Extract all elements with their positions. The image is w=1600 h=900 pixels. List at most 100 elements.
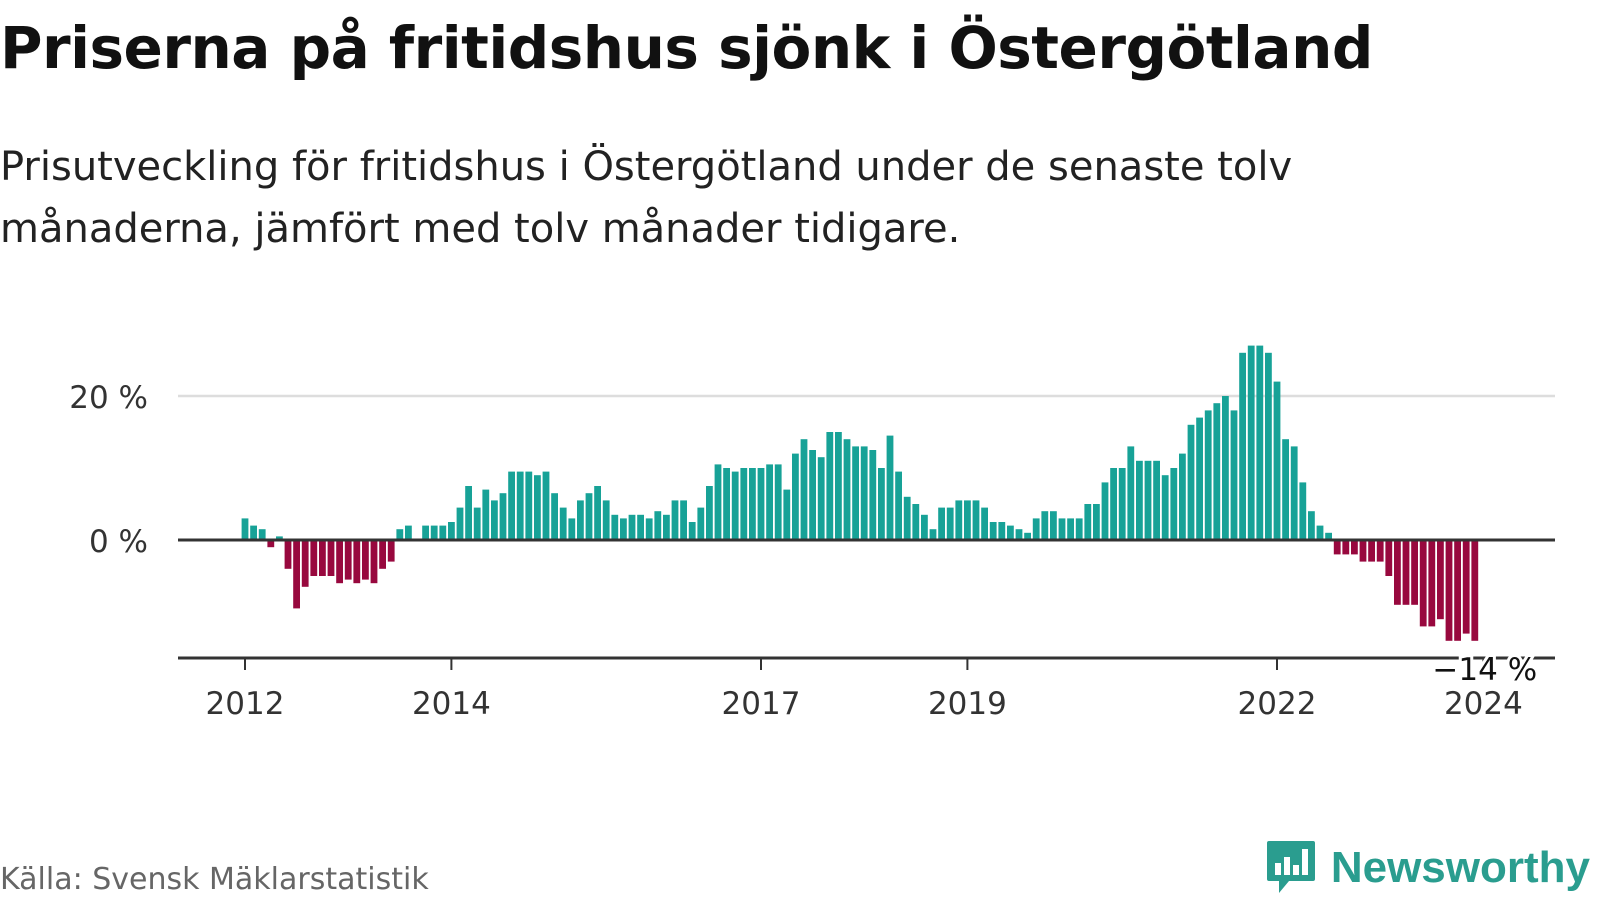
bar <box>1282 439 1289 540</box>
bar <box>1179 453 1186 540</box>
bar <box>835 432 842 540</box>
bar <box>1187 424 1195 540</box>
bar <box>1230 410 1238 540</box>
bars <box>241 345 1479 641</box>
bar <box>1101 482 1109 540</box>
bar <box>327 540 335 576</box>
bar <box>473 507 481 540</box>
bar <box>1316 525 1324 540</box>
bar <box>1368 540 1375 562</box>
bar <box>1247 345 1255 540</box>
bar <box>955 500 963 540</box>
bar <box>620 518 627 540</box>
bar <box>559 507 567 540</box>
bar <box>981 507 988 540</box>
x-tick-label: 2012 <box>206 686 285 722</box>
bar <box>929 529 937 540</box>
bar <box>241 518 249 540</box>
bar <box>860 446 868 540</box>
brand-logo[interactable]: Newsworthy <box>1265 841 1590 894</box>
bar <box>1136 460 1143 540</box>
bar <box>1273 381 1281 540</box>
bar <box>1050 511 1057 540</box>
bar <box>276 536 283 540</box>
bar <box>654 511 662 540</box>
bar <box>1342 540 1350 555</box>
chart-subtitle: Prisutveckling för fritidshus i Östergöt… <box>0 144 1293 252</box>
bar <box>396 529 404 540</box>
bar <box>714 464 722 540</box>
bar <box>1394 540 1401 605</box>
bar <box>869 450 877 540</box>
bar <box>749 468 756 540</box>
bar <box>671 500 679 540</box>
bar <box>886 435 894 540</box>
x-tick-label: 2014 <box>412 686 491 722</box>
bar <box>499 493 507 540</box>
bar <box>1161 475 1169 540</box>
bar <box>1471 540 1479 641</box>
bar <box>964 500 971 540</box>
bar <box>491 500 498 540</box>
x-tick-label: 2019 <box>928 686 1007 722</box>
bar <box>525 471 533 540</box>
bar <box>1351 540 1358 555</box>
bar <box>1376 540 1384 562</box>
bar <box>697 507 705 540</box>
bar <box>903 496 911 540</box>
bar <box>568 518 576 540</box>
bar <box>912 504 920 540</box>
bar <box>1032 518 1040 540</box>
bar <box>878 468 885 540</box>
bar <box>723 468 730 540</box>
bar <box>456 507 464 540</box>
bar <box>1058 518 1066 540</box>
bar <box>585 493 593 540</box>
bar <box>1359 540 1367 562</box>
bar-chart-speech-bubble-icon <box>1266 841 1315 893</box>
bar <box>379 540 386 569</box>
bar <box>1385 540 1393 576</box>
bar <box>1170 468 1178 540</box>
y-tick-label: 20 % <box>69 380 148 416</box>
bar <box>310 540 318 576</box>
bar <box>319 540 326 576</box>
bar-chart: 0 % 20 % 2012 2014 2017 2019 2022 2024−14 % <box>69 345 1555 722</box>
bar <box>344 540 352 580</box>
bar <box>1402 540 1410 605</box>
bar <box>534 475 541 540</box>
bar <box>731 471 739 540</box>
bar <box>482 489 490 540</box>
bar <box>508 471 515 540</box>
bar <box>1445 540 1453 641</box>
bar <box>267 540 275 548</box>
bar <box>1454 540 1461 641</box>
bar <box>405 525 412 540</box>
last-value-label: −14 % <box>1432 652 1537 688</box>
bar <box>1213 403 1221 540</box>
bar <box>1144 460 1152 540</box>
bar <box>1075 518 1083 540</box>
bar <box>1333 540 1341 555</box>
bar <box>1041 511 1049 540</box>
bar <box>774 464 782 540</box>
bar <box>637 514 644 540</box>
source-note: Källa: Svensk Mäklarstatistik <box>0 862 429 897</box>
bar <box>465 486 472 540</box>
bar <box>1256 345 1264 540</box>
bar <box>1325 532 1332 540</box>
bar <box>1290 446 1298 540</box>
bar <box>800 439 808 540</box>
bar <box>972 500 980 540</box>
bar <box>740 468 748 540</box>
bar <box>602 500 610 540</box>
bar <box>594 486 601 540</box>
bar <box>680 500 687 540</box>
bar <box>542 471 550 540</box>
bar <box>1067 518 1074 540</box>
bar <box>938 507 945 540</box>
bar <box>1118 468 1126 540</box>
bar <box>1308 511 1315 540</box>
bar <box>1437 540 1444 620</box>
bar <box>946 507 954 540</box>
